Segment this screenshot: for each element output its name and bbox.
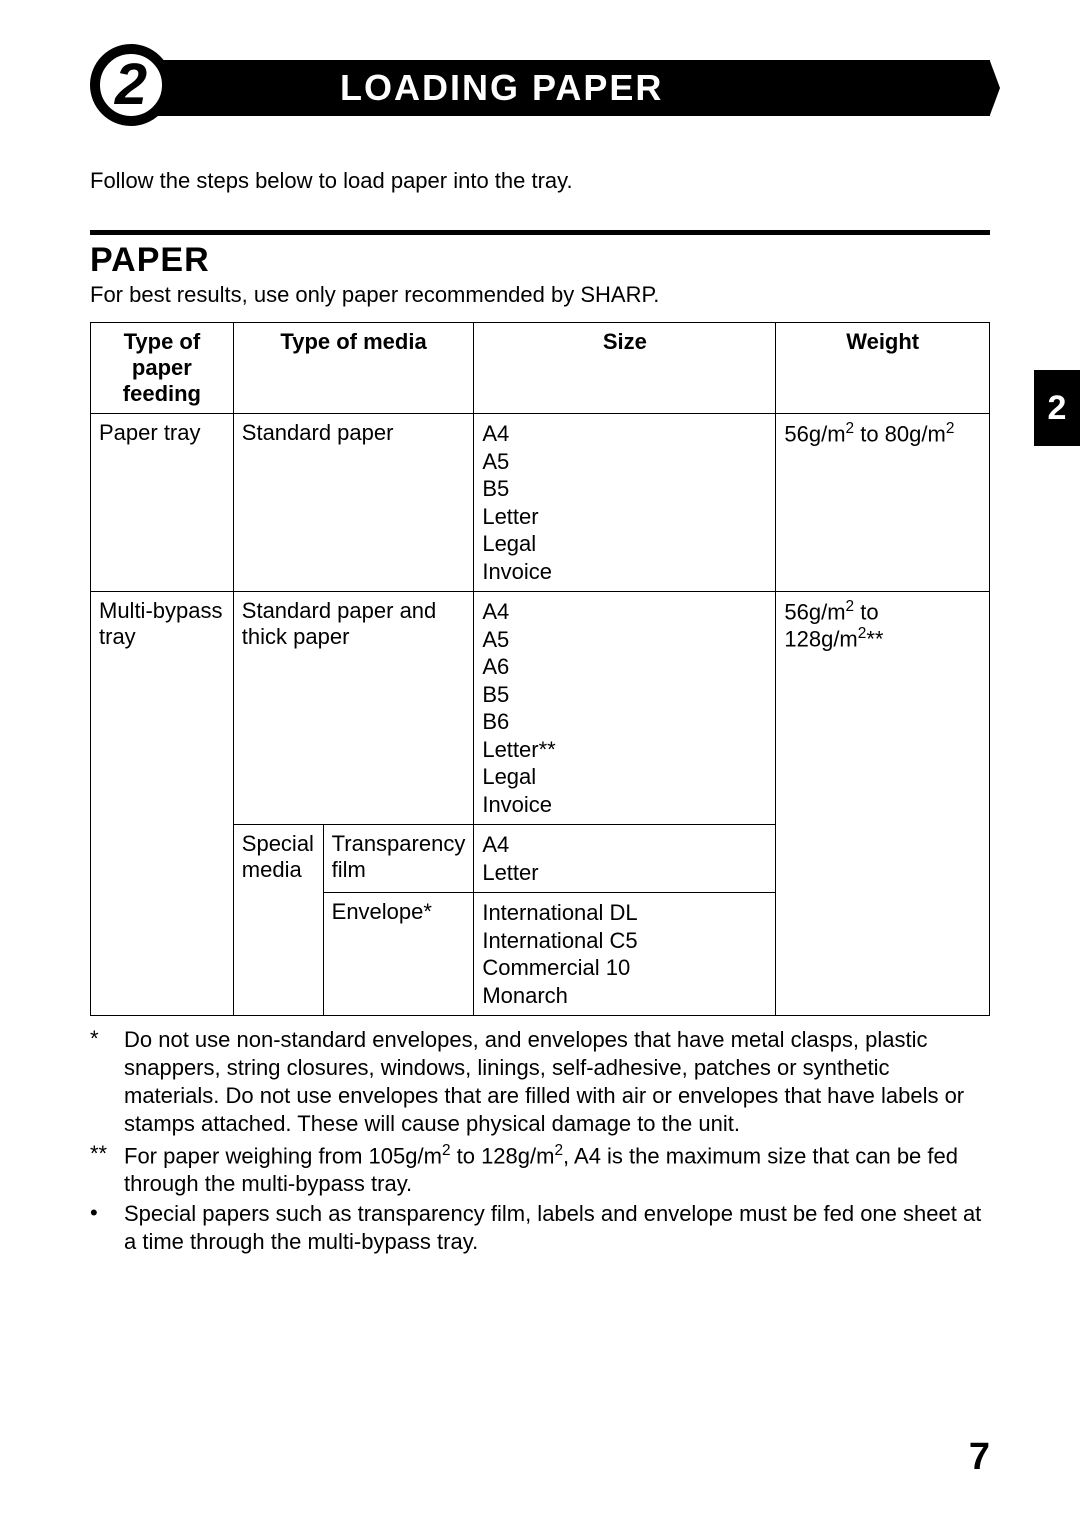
table-header-row: Type of paper feeding Type of media Size… [91, 323, 990, 414]
th-feeding: Type of paper feeding [91, 323, 234, 414]
table-row: Paper tray Standard paper A4 A5 B5 Lette… [91, 414, 990, 592]
note-row: * Do not use non-standard envelopes, and… [90, 1026, 990, 1139]
section-divider [90, 230, 990, 235]
cell-media-sub: Transparency film [323, 825, 474, 893]
note-text: Special papers such as transparency film… [124, 1200, 990, 1256]
note-marker: • [90, 1200, 124, 1226]
chapter-number: 2 [115, 56, 147, 114]
th-size: Size [474, 323, 776, 414]
cell-size: A4 A5 A6 B5 B6 Letter** Legal Invoice [474, 592, 776, 825]
cell-weight: 56g/m2 to 128g/m2** [776, 592, 990, 1016]
chapter-title: LOADING PAPER [340, 67, 663, 109]
cell-feeding: Paper tray [91, 414, 234, 592]
cell-size: A4 A5 B5 Letter Legal Invoice [474, 414, 776, 592]
table-row: Multi-bypass tray Standard paper and thi… [91, 592, 990, 825]
side-tab: 2 [1034, 370, 1080, 446]
side-tab-number: 2 [1048, 389, 1067, 428]
note-text: For paper weighing from 105g/m2 to 128g/… [124, 1141, 990, 1199]
cell-media: Standard paper [233, 414, 474, 592]
note-marker: ** [90, 1141, 124, 1167]
note-row: ** For paper weighing from 105g/m2 to 12… [90, 1141, 990, 1199]
cell-size: A4 Letter [474, 825, 776, 893]
cell-weight: 56g/m2 to 80g/m2 [776, 414, 990, 592]
note-row: • Special papers such as transparency fi… [90, 1200, 990, 1256]
cell-media-group: Special media [233, 825, 323, 1016]
th-weight: Weight [776, 323, 990, 414]
cell-media: Standard paper and thick paper [233, 592, 474, 825]
notes-block: * Do not use non-standard envelopes, and… [90, 1026, 990, 1257]
paper-table: Type of paper feeding Type of media Size… [90, 322, 990, 1016]
chapter-header: 2 LOADING PAPER [90, 60, 990, 138]
chapter-number-badge: 2 [90, 44, 172, 126]
section-title: PAPER [90, 241, 990, 280]
note-text: Do not use non-standard envelopes, and e… [124, 1026, 990, 1139]
page: 2 LOADING PAPER Follow the steps below t… [0, 0, 1080, 1529]
section-intro: For best results, use only paper recomme… [90, 282, 990, 308]
chapter-intro-text: Follow the steps below to load paper int… [90, 168, 990, 194]
note-marker: * [90, 1026, 124, 1052]
chapter-title-bar: LOADING PAPER [130, 60, 990, 116]
cell-size: International DL International C5 Commer… [474, 893, 776, 1016]
page-number: 7 [969, 1436, 990, 1479]
cell-feeding: Multi-bypass tray [91, 592, 234, 1016]
th-media: Type of media [233, 323, 474, 414]
cell-media-sub: Envelope* [323, 893, 474, 1016]
